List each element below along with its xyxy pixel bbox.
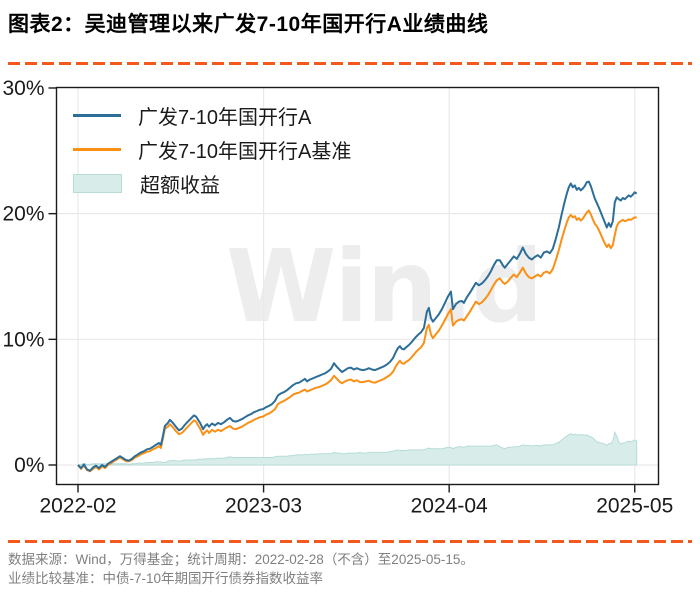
legend-label-benchmark: 广发7-10年国开行A基准 bbox=[138, 140, 352, 163]
legend-label-fund: 广发7-10年国开行A bbox=[138, 106, 312, 129]
chart-legend: 广发7-10年国开行A 广发7-10年国开行A基准 超额收益 bbox=[73, 98, 351, 200]
performance-chart: Win.d 0% 10% 20% 30% 2022-02 2023-03 2024-04 20… bbox=[0, 70, 700, 530]
fund-line bbox=[77, 180, 638, 472]
fund-line-swatch bbox=[73, 113, 121, 117]
legend-item-fund: 广发7-10年国开行A bbox=[73, 98, 351, 132]
y-axis-tick-label: 10% bbox=[2, 328, 44, 351]
footer-benchmark-line: 业绩比较基准：中债-7-10年期国开行债券指数收益率 bbox=[8, 571, 324, 586]
legend-item-benchmark: 广发7-10年国开行A基准 bbox=[73, 132, 351, 166]
plot-frame bbox=[55, 86, 660, 486]
wind-watermark: Win.d bbox=[226, 228, 543, 345]
x-axis-tick-label: 2023-03 bbox=[225, 495, 302, 518]
plot-canvas: 0% 10% 20% 30% 2022-02 2023-03 2024-04 2025-05 bbox=[2, 77, 673, 518]
chart-footer: 数据来源：Wind，万得基金；统计周期：2022-02-28（不含）至2025-… bbox=[8, 550, 692, 588]
benchmark-line bbox=[77, 209, 637, 473]
benchmark-line-swatch bbox=[73, 147, 121, 151]
x-axis-tick-label: 2024-04 bbox=[411, 495, 488, 518]
x-axis-tick-label: 2022-02 bbox=[39, 495, 116, 518]
y-axis-tick-label: 20% bbox=[2, 203, 44, 226]
x-axis-tick-label: 2025-05 bbox=[596, 495, 673, 518]
legend-item-excess: 超额收益 bbox=[73, 166, 351, 200]
legend-label-excess: 超额收益 bbox=[140, 174, 220, 197]
excess-area-swatch bbox=[73, 173, 122, 193]
chart-title: 图表2：吴迪管理以来广发7-10年国开行A业绩曲线 bbox=[8, 13, 489, 36]
top-dashed-divider bbox=[8, 62, 692, 65]
bottom-dashed-divider bbox=[8, 540, 692, 543]
y-axis-tick-label: 30% bbox=[2, 77, 44, 100]
excess-return-area bbox=[77, 430, 638, 466]
footer-source-line: 数据来源：Wind，万得基金；统计周期：2022-02-28（不含）至2025-… bbox=[8, 552, 474, 567]
y-axis-tick-label: 0% bbox=[14, 454, 44, 477]
